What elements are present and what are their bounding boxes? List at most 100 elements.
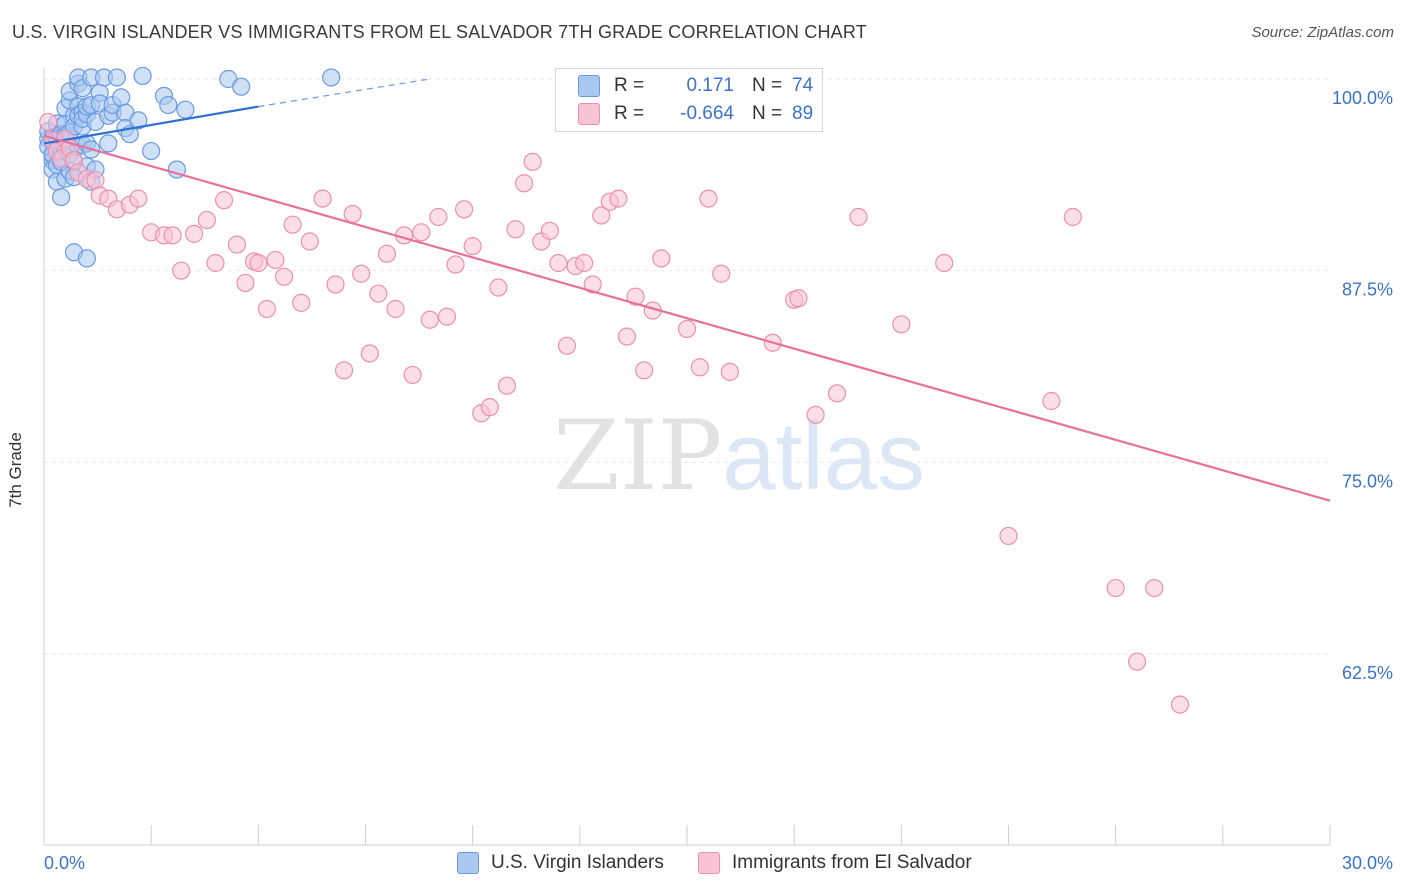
point-el-salvador: [313, 189, 332, 208]
point-el-salvador: [454, 200, 474, 219]
x-tick-label: 30.0%: [1342, 853, 1393, 873]
point-el-salvador: [292, 293, 311, 312]
point-el-salvador: [300, 232, 319, 251]
point-el-salvador: [352, 264, 371, 283]
series-legend: U.S. Virgin Islanders Immigrants from El…: [0, 852, 1406, 876]
point-el-salvador: [266, 250, 285, 270]
legend-r-value: 0.171: [686, 75, 734, 96]
point-el-salvador: [377, 244, 397, 263]
legend-n-value: 89: [792, 103, 814, 124]
point-el-salvador: [523, 152, 542, 171]
point-el-salvador: [257, 299, 277, 319]
point-el-salvador: [617, 327, 637, 346]
trendline-virgin-islanders: [43, 105, 259, 145]
point-el-salvador: [236, 273, 255, 293]
point-el-salvador: [129, 189, 148, 208]
point-el-salvador: [163, 226, 182, 245]
point-el-salvador: [1063, 207, 1082, 227]
series-swatch-blue: [457, 852, 479, 874]
point-el-salvador: [789, 289, 808, 308]
point-el-salvador: [412, 223, 431, 242]
point-el-salvador: [575, 253, 594, 273]
legend-swatch-pink: [578, 103, 600, 125]
point-virgin-islanders: [129, 111, 148, 130]
point-el-salvador: [690, 358, 709, 377]
point-virgin-islanders: [107, 68, 126, 87]
point-virgin-islanders: [142, 141, 161, 161]
y-tick-label: 75.0%: [1342, 471, 1393, 491]
y-tick-label: 62.5%: [1342, 663, 1393, 683]
x-tick-label: 0.0%: [44, 853, 85, 873]
point-el-salvador: [429, 207, 448, 227]
point-el-salvador: [540, 221, 559, 240]
point-el-salvador: [206, 253, 225, 273]
watermark-atlas: atlas: [722, 403, 925, 510]
point-el-salvador: [506, 220, 525, 239]
point-el-salvador: [403, 365, 422, 385]
y-tick-label: 87.5%: [1342, 280, 1393, 300]
point-el-salvador: [369, 284, 388, 303]
point-virgin-islanders: [77, 249, 96, 268]
legend-n-value: 74: [792, 75, 814, 96]
point-el-salvador: [227, 235, 246, 254]
point-el-salvador: [892, 315, 911, 334]
point-virgin-islanders: [52, 187, 71, 207]
point-el-salvador: [326, 275, 345, 294]
point-el-salvador: [197, 210, 216, 230]
stats-legend: R = 0.171 N = 74 R = -0.664 N = 89: [555, 68, 823, 132]
point-el-salvador: [463, 237, 482, 256]
watermark-zip: ZIP: [553, 400, 723, 512]
point-el-salvador: [1127, 652, 1147, 671]
point-el-salvador: [489, 278, 508, 297]
point-el-salvador: [557, 336, 577, 355]
point-el-salvador: [360, 344, 379, 363]
series-legend-label: U.S. Virgin Islanders: [491, 852, 664, 873]
point-el-salvador: [39, 112, 58, 132]
point-el-salvador: [827, 384, 847, 403]
trendline-el-salvador: [43, 134, 1331, 502]
point-el-salvador: [677, 319, 697, 339]
point-el-salvador: [334, 361, 354, 380]
watermark: ZIPatlas: [553, 400, 925, 512]
source-label: Source: ZipAtlas.com: [1251, 24, 1394, 41]
legend-n-label: N =: [752, 75, 783, 96]
point-el-salvador: [515, 174, 534, 193]
point-el-salvador: [172, 261, 191, 280]
point-el-salvador: [420, 310, 439, 329]
series-swatch-pink: [698, 852, 720, 874]
point-virgin-islanders: [99, 134, 118, 153]
point-el-salvador: [1106, 578, 1125, 598]
point-virgin-islanders: [133, 66, 152, 86]
legend-r-label: R =: [614, 75, 645, 96]
point-el-salvador: [609, 189, 628, 208]
legend-n-label: N =: [752, 103, 783, 124]
series-legend-el-salvador: Immigrants from El Salvador: [698, 852, 972, 874]
point-el-salvador: [86, 171, 105, 190]
chart-title: U.S. VIRGIN ISLANDER VS IMMIGRANTS FROM …: [12, 22, 867, 42]
legend-row-virgin-islanders: R = 0.171 N = 74: [556, 72, 813, 100]
point-el-salvador: [249, 253, 268, 273]
point-el-salvador: [806, 405, 825, 424]
legend-r-value: -0.664: [680, 103, 734, 124]
series-legend-virgin-islanders: U.S. Virgin Islanders: [457, 852, 664, 874]
point-el-salvador: [283, 215, 302, 234]
point-virgin-islanders: [176, 100, 195, 119]
point-el-salvador: [712, 264, 731, 283]
point-el-salvador: [343, 204, 362, 224]
point-virgin-islanders: [322, 68, 341, 87]
point-el-salvador: [497, 376, 517, 395]
point-el-salvador: [849, 207, 868, 227]
point-el-salvador: [720, 362, 739, 381]
point-el-salvador: [626, 287, 645, 306]
point-el-salvador: [935, 253, 954, 273]
point-el-salvador: [446, 255, 465, 274]
point-el-salvador: [583, 275, 602, 294]
point-el-salvador: [699, 189, 718, 208]
point-el-salvador: [592, 206, 611, 225]
point-virgin-islanders: [159, 95, 178, 115]
legend-row-el-salvador: R = -0.664 N = 89: [556, 100, 813, 128]
point-virgin-islanders: [232, 77, 251, 96]
point-el-salvador: [480, 398, 499, 417]
point-el-salvador: [184, 224, 204, 243]
